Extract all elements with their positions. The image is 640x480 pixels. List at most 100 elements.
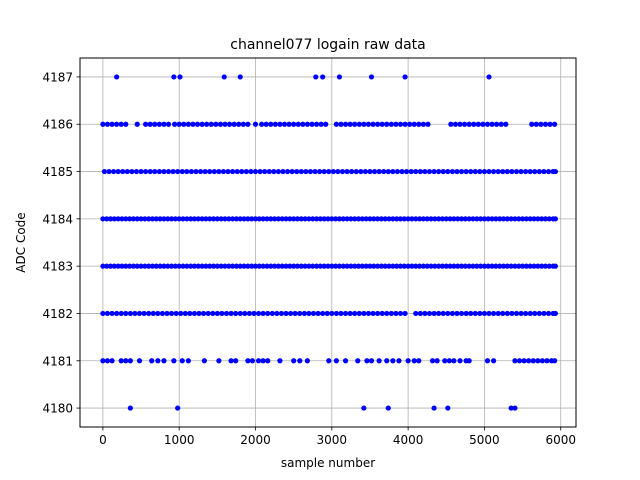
data-point xyxy=(500,263,507,269)
data-point xyxy=(266,168,272,175)
data-point xyxy=(104,358,111,364)
data-point xyxy=(269,310,275,317)
data-point xyxy=(260,358,266,364)
data-point xyxy=(155,310,161,317)
data-point xyxy=(552,216,558,222)
data-point xyxy=(445,405,451,411)
data-point xyxy=(538,121,544,127)
data-point xyxy=(168,216,175,222)
data-point xyxy=(120,168,126,175)
data-point xyxy=(231,121,237,127)
x-tick-label: 6000 xyxy=(545,433,576,447)
data-point xyxy=(531,263,537,269)
data-point xyxy=(367,263,373,269)
data-point xyxy=(175,405,181,411)
data-point xyxy=(298,216,304,222)
data-point xyxy=(252,168,259,175)
data-point xyxy=(500,168,506,175)
data-point xyxy=(170,168,176,175)
data-point xyxy=(176,263,182,269)
data-point xyxy=(240,121,246,127)
data-point xyxy=(454,168,460,175)
data-point xyxy=(393,310,399,317)
data-point xyxy=(306,263,312,269)
data-point xyxy=(245,358,251,364)
data-point xyxy=(194,121,201,127)
data-point xyxy=(110,168,117,175)
data-point xyxy=(271,216,278,222)
data-point xyxy=(523,168,529,175)
data-point xyxy=(159,310,166,317)
data-point xyxy=(504,263,510,269)
data-point xyxy=(301,310,307,317)
data-point xyxy=(405,263,411,269)
data-point xyxy=(468,310,474,317)
data-point xyxy=(280,168,286,175)
data-point xyxy=(329,216,335,222)
data-point xyxy=(439,216,446,222)
data-point xyxy=(436,263,442,269)
data-point xyxy=(333,263,339,269)
data-point xyxy=(486,74,492,80)
data-point xyxy=(165,121,172,127)
data-point xyxy=(249,358,256,364)
data-point xyxy=(123,358,129,364)
data-point xyxy=(390,216,396,222)
x-axis-label: sample number xyxy=(281,456,375,470)
data-point xyxy=(237,310,243,317)
data-point xyxy=(436,216,442,222)
data-point xyxy=(509,310,515,317)
data-point xyxy=(455,263,461,269)
data-point xyxy=(294,168,300,175)
data-point xyxy=(326,358,332,364)
data-point xyxy=(424,263,430,269)
data-point xyxy=(221,74,227,80)
data-point xyxy=(142,216,148,222)
data-point xyxy=(142,263,148,269)
data-point xyxy=(161,168,167,175)
data-point xyxy=(202,168,208,175)
data-point xyxy=(382,216,388,222)
data-point xyxy=(336,74,343,80)
data-point xyxy=(100,310,106,317)
data-point xyxy=(146,216,152,222)
data-point xyxy=(431,310,437,317)
data-point xyxy=(115,216,121,222)
data-point xyxy=(263,121,269,127)
data-point xyxy=(375,310,381,317)
data-point xyxy=(230,168,236,175)
data-point xyxy=(176,216,182,222)
data-point xyxy=(355,216,362,222)
data-point xyxy=(178,310,184,317)
data-point xyxy=(333,358,339,364)
data-point xyxy=(466,358,472,364)
data-point xyxy=(390,358,396,364)
data-point xyxy=(451,216,457,222)
data-point xyxy=(100,216,106,222)
data-point xyxy=(218,263,224,269)
data-point xyxy=(504,216,510,222)
data-point xyxy=(138,263,144,269)
data-point xyxy=(397,216,404,222)
data-point xyxy=(310,310,317,317)
data-point xyxy=(171,74,177,80)
data-point xyxy=(304,358,310,364)
data-point xyxy=(539,216,545,222)
data-point xyxy=(143,121,149,127)
data-point xyxy=(291,216,297,222)
data-point xyxy=(547,121,553,127)
data-point xyxy=(466,216,472,222)
data-point xyxy=(268,121,274,127)
data-point xyxy=(325,216,331,222)
y-axis-label: ADC Code xyxy=(14,212,28,272)
data-point xyxy=(118,358,124,364)
data-point xyxy=(408,168,414,175)
data-point xyxy=(146,310,152,317)
data-point xyxy=(500,310,506,317)
data-point xyxy=(164,310,170,317)
data-point xyxy=(431,168,437,175)
data-point xyxy=(497,263,503,269)
data-point xyxy=(333,216,339,222)
data-point xyxy=(470,263,476,269)
data-point xyxy=(172,121,178,127)
